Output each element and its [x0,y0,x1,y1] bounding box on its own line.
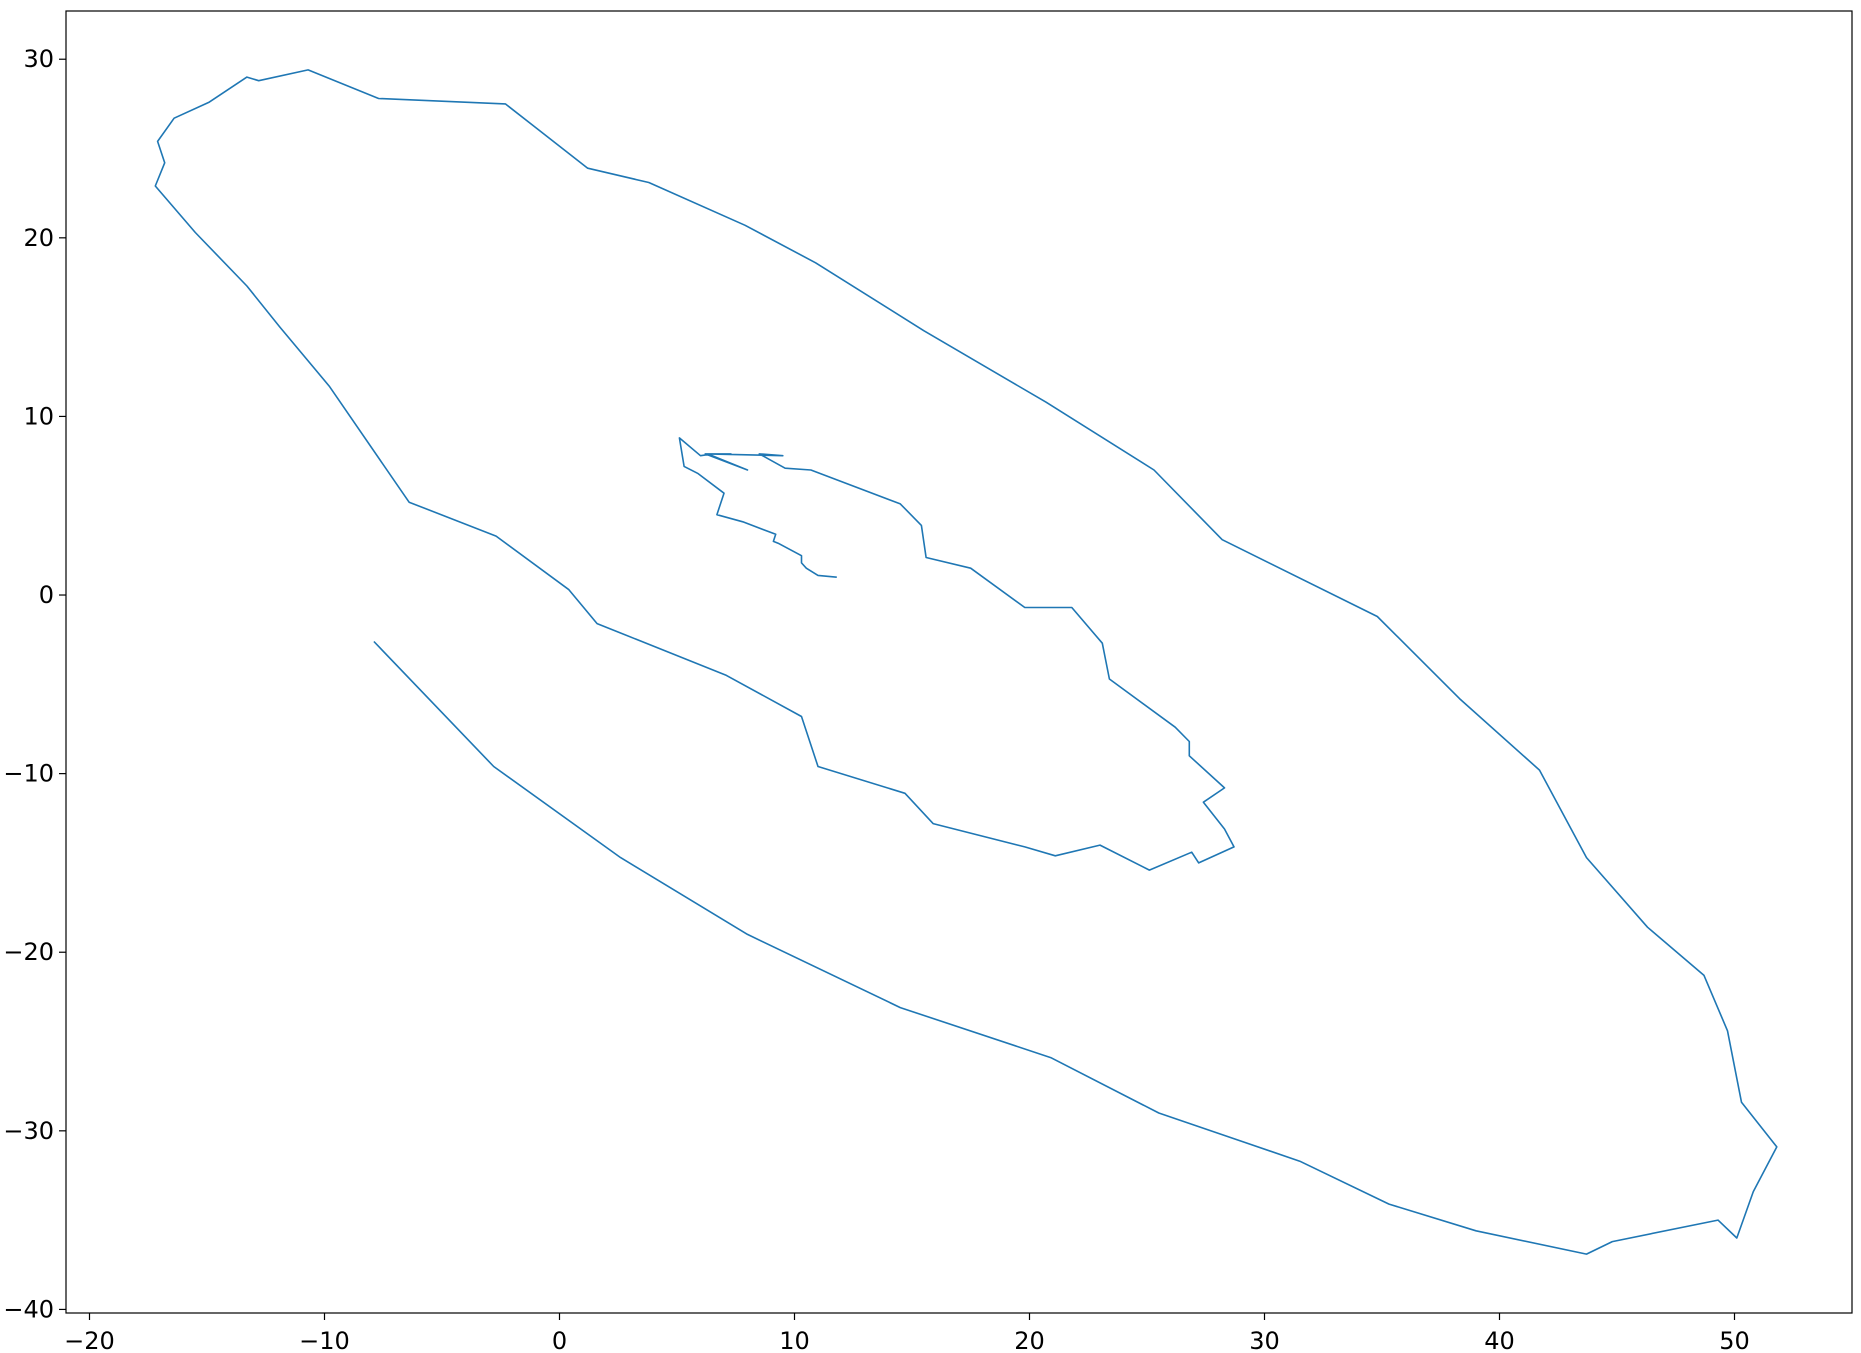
y-tick-label: −20 [3,938,54,966]
y-tick-label: 0 [39,581,54,609]
x-tick-label: 0 [552,1327,567,1353]
x-tick-label: 50 [1719,1327,1750,1353]
plot-area-frame [65,10,1853,1314]
x-tick-label: −20 [64,1327,115,1353]
series-line [154,69,1778,1255]
y-tick-label: 10 [23,402,54,430]
x-tick-label: −10 [299,1327,350,1353]
y-tick-label: −40 [3,1295,54,1323]
x-tick-label: 40 [1484,1327,1515,1353]
y-tick-label: 20 [23,224,54,252]
y-axis: 30 20 10 0 −10 −20 −30 −40 [3,45,66,1323]
y-tick-label: 30 [23,45,54,73]
x-tick-label: 30 [1249,1327,1280,1353]
y-tick-label: −10 [3,760,54,788]
y-tick-label: −30 [3,1117,54,1145]
x-tick-label: 10 [779,1327,810,1353]
x-tick-label: 20 [1014,1327,1045,1353]
x-axis: −20 −10 0 10 20 30 40 50 [64,1313,1750,1353]
